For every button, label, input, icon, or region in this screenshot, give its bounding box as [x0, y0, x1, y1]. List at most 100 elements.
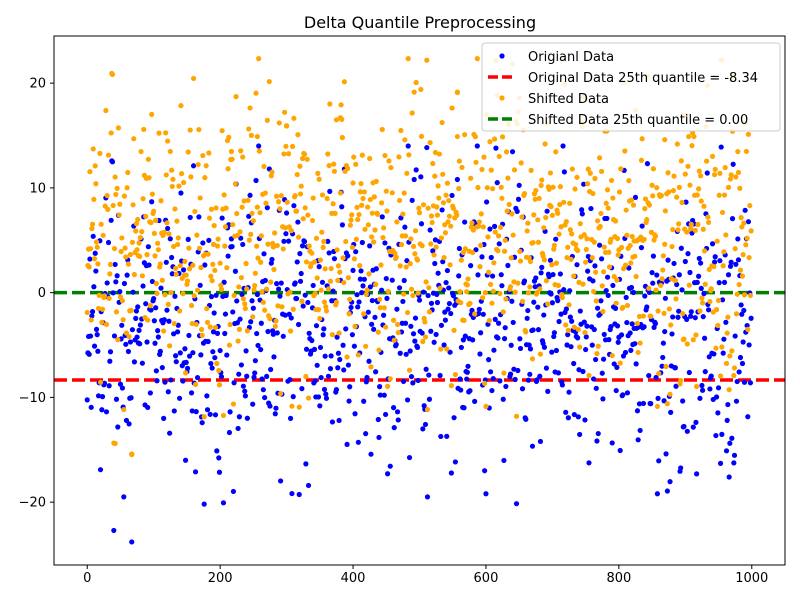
original-point-965 — [725, 272, 732, 278]
shifted-point-562 — [458, 300, 464, 306]
shifted-point-193 — [212, 324, 219, 331]
shifted-point-754 — [585, 166, 591, 172]
original-point-628 — [501, 336, 508, 342]
original-point-360 — [323, 395, 330, 401]
shifted-point-244 — [246, 237, 252, 243]
shifted-point-510 — [423, 279, 429, 285]
original-point-251 — [251, 374, 257, 380]
shifted-point-908 — [688, 226, 694, 232]
original-point-955 — [719, 431, 725, 437]
shifted-point-620 — [496, 153, 502, 160]
original-point-744 — [579, 207, 585, 213]
original-point-26 — [101, 380, 108, 386]
shifted-point-463 — [392, 250, 398, 256]
original-point-97 — [149, 199, 155, 205]
original-point-35 — [107, 349, 114, 355]
original-point-481 — [404, 258, 410, 264]
original-point-49 — [117, 289, 123, 295]
shifted-point-347 — [315, 170, 321, 176]
original-point-771 — [596, 242, 603, 248]
shifted-point-514 — [426, 285, 432, 291]
original-point-760 — [589, 342, 595, 348]
shifted-point-295 — [280, 246, 286, 252]
original-point-152 — [185, 236, 191, 242]
original-point-370 — [330, 288, 336, 294]
original-point-412 — [358, 268, 364, 274]
original-point-893 — [678, 465, 684, 471]
shifted-point-372 — [331, 168, 338, 174]
shifted-point-946 — [713, 345, 719, 351]
shifted-point-715 — [559, 294, 565, 301]
shifted-point-492 — [411, 89, 417, 95]
shifted-point-84 — [140, 196, 146, 202]
shifted-point-767 — [594, 351, 600, 357]
original-point-984 — [738, 302, 744, 308]
original-point-434 — [373, 369, 379, 375]
shifted-point-263 — [259, 289, 265, 295]
shifted-point-186 — [208, 273, 214, 279]
shifted-point-207 — [222, 243, 228, 249]
shifted-point-287 — [275, 303, 281, 309]
original-point-500 — [416, 297, 423, 303]
original-point-346 — [314, 362, 320, 368]
shifted-point-281 — [271, 266, 277, 273]
original-point-403 — [352, 411, 358, 417]
shifted-point-552 — [451, 327, 457, 333]
original-point-513 — [425, 292, 431, 299]
shifted-point-356 — [321, 238, 327, 245]
original-point-476 — [400, 378, 407, 385]
original-point-865 — [659, 363, 665, 369]
original-point-268 — [262, 277, 268, 284]
shifted-point-859 — [655, 308, 661, 314]
original-point-985 — [739, 311, 745, 317]
original-point-768 — [594, 305, 601, 311]
shifted-point-310 — [290, 306, 296, 312]
shifted-point-875 — [666, 189, 672, 195]
original-point-820 — [629, 321, 635, 327]
original-point-520 — [430, 248, 436, 254]
shifted-point-21 — [98, 221, 104, 227]
shifted-point-820 — [629, 233, 635, 240]
shifted-point-909 — [688, 221, 694, 227]
shifted-point-309 — [289, 143, 296, 150]
original-point-325 — [300, 303, 306, 309]
original-point-315 — [293, 295, 300, 302]
shifted-point-214 — [226, 342, 233, 348]
original-point-42 — [112, 261, 118, 268]
shifted-point-900 — [682, 171, 688, 177]
original-point-144 — [180, 378, 186, 384]
shifted-point-784 — [605, 205, 611, 211]
shifted-point-928 — [701, 203, 707, 209]
shifted-point-781 — [603, 200, 609, 206]
shifted-point-923 — [698, 173, 704, 179]
shifted-point-910 — [689, 143, 695, 149]
shifted-point-882 — [670, 188, 676, 194]
shifted-point-532 — [438, 346, 444, 352]
shifted-point-858 — [654, 403, 661, 410]
original-point-491 — [410, 331, 417, 337]
shifted-point-6 — [88, 317, 94, 323]
shifted-point-932 — [703, 158, 710, 164]
original-point-95 — [147, 390, 153, 396]
shifted-point-267 — [262, 307, 268, 313]
original-point-380 — [337, 356, 343, 363]
shifted-point-165 — [194, 232, 200, 238]
shifted-point-92 — [145, 156, 151, 162]
original-point-397 — [348, 304, 354, 311]
original-point-105 — [154, 378, 160, 384]
original-point-485 — [406, 454, 413, 461]
shifted-point-796 — [613, 300, 619, 306]
original-point-107 — [155, 334, 161, 340]
original-point-79 — [137, 341, 143, 347]
original-point-762 — [591, 376, 597, 382]
original-point-920 — [696, 273, 702, 279]
shifted-point-776 — [600, 308, 606, 315]
original-point-181 — [204, 407, 211, 413]
original-point-857 — [654, 272, 660, 278]
original-point-895 — [679, 287, 685, 293]
original-point-557 — [454, 176, 460, 183]
original-point-379 — [336, 417, 342, 424]
original-point-174 — [200, 240, 206, 246]
original-point-245 — [247, 192, 253, 198]
shifted-point-842 — [644, 217, 650, 223]
